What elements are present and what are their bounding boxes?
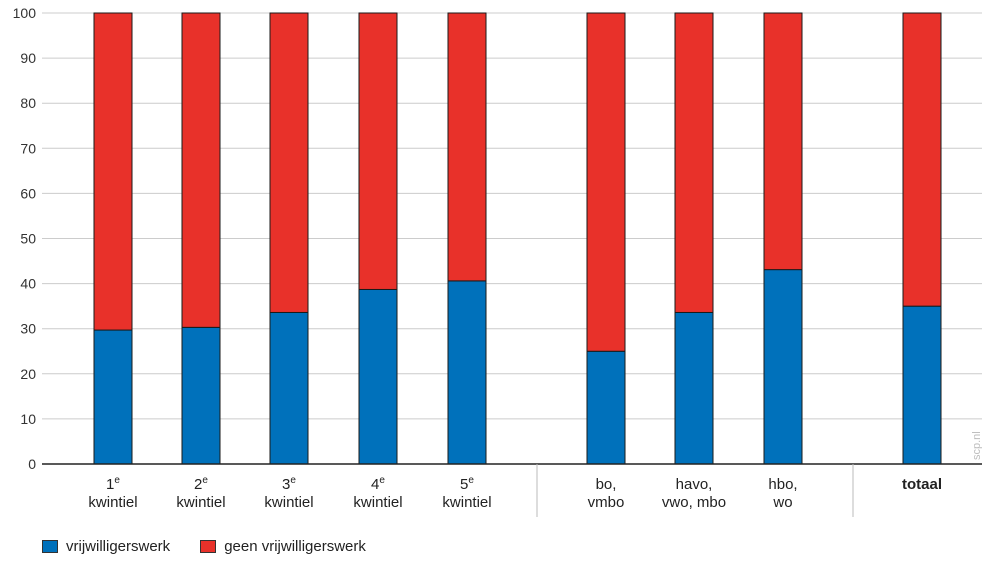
x-category-label: vmbo — [588, 494, 625, 511]
legend: vrijwilligerswerk geen vrijwilligerswerk — [42, 538, 366, 555]
x-category-label: bo, — [596, 476, 617, 493]
x-category-label: 2e — [194, 475, 208, 493]
y-tick-label: 30 — [20, 321, 36, 337]
bar-segment-vrijwilligerswerk — [269, 311, 309, 465]
y-tick-label: 60 — [20, 185, 36, 201]
y-tick-label: 0 — [28, 456, 36, 472]
bars — [93, 12, 942, 465]
bar-segment-geen-vrijwilligerswerk — [674, 12, 714, 313]
x-category-label: 1e — [106, 475, 120, 493]
legend-item-geen-vrijwilligerswerk: geen vrijwilligerswerk — [200, 538, 366, 555]
bar-segment-geen-vrijwilligerswerk — [93, 12, 133, 331]
bar-segment-vrijwilligerswerk — [358, 288, 398, 465]
bar-segment-vrijwilligerswerk — [447, 280, 487, 465]
watermark: scp.nl — [971, 431, 982, 460]
bar-segment-vrijwilligerswerk — [763, 269, 803, 465]
y-tick-label: 90 — [20, 50, 36, 66]
bar-segment-geen-vrijwilligerswerk — [447, 12, 487, 282]
x-category-label: kwintiel — [353, 494, 402, 511]
bar-segment-geen-vrijwilligerswerk — [763, 12, 803, 271]
x-axis: 1ekwintiel2ekwintiel3ekwintiel4ekwintiel… — [42, 463, 982, 517]
x-category-label: wo — [772, 494, 792, 511]
bar-segment-vrijwilligerswerk — [586, 350, 626, 465]
x-category-label: 5e — [460, 475, 474, 493]
x-category-label: hbo, — [768, 476, 797, 493]
bar-segment-geen-vrijwilligerswerk — [902, 12, 942, 307]
y-tick-label: 20 — [20, 366, 36, 382]
legend-swatch-blue — [42, 540, 58, 553]
bar-segment-geen-vrijwilligerswerk — [181, 12, 221, 328]
y-tick-label: 70 — [20, 140, 36, 156]
bar-segment-geen-vrijwilligerswerk — [358, 12, 398, 290]
y-tick-label: 10 — [20, 411, 36, 427]
x-category-label: vwo, mbo — [662, 494, 726, 511]
bar-segment-vrijwilligerswerk — [93, 329, 133, 465]
x-category-label: havo, — [676, 476, 713, 493]
y-tick-label: 40 — [20, 276, 36, 292]
y-tick-label: 100 — [13, 5, 37, 21]
bar-segment-vrijwilligerswerk — [674, 311, 714, 465]
x-category-label: totaal — [902, 476, 942, 493]
x-category-label: 3e — [282, 475, 296, 493]
y-tick-label: 80 — [20, 95, 36, 111]
legend-item-vrijwilligerswerk: vrijwilligerswerk — [42, 538, 170, 555]
x-category-label: kwintiel — [176, 494, 225, 511]
bar-segment-geen-vrijwilligerswerk — [586, 12, 626, 352]
bar-segment-vrijwilligerswerk — [181, 326, 221, 465]
x-category-label: kwintiel — [442, 494, 491, 511]
bar-segment-vrijwilligerswerk — [902, 305, 942, 465]
legend-swatch-red — [200, 540, 217, 553]
x-category-label: 4e — [371, 475, 385, 493]
x-category-label: kwintiel — [264, 494, 313, 511]
bar-segment-geen-vrijwilligerswerk — [269, 12, 309, 313]
legend-label: vrijwilligerswerk — [66, 538, 171, 555]
y-tick-label: 50 — [20, 231, 36, 247]
legend-label: geen vrijwilligerswerk — [224, 538, 366, 555]
y-axis: 0 10 20 30 40 50 60 70 80 90 100 — [13, 5, 37, 472]
x-category-label: kwintiel — [88, 494, 137, 511]
